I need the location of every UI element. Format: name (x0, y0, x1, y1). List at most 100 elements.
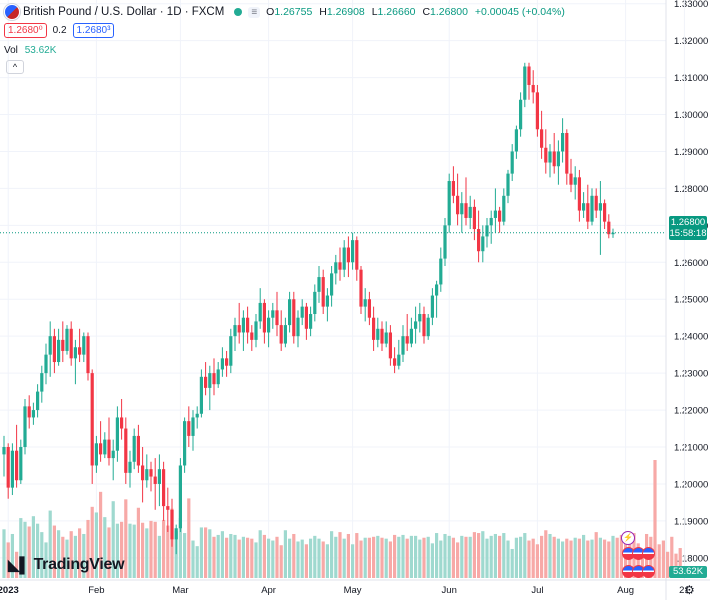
bar-countdown: 15:58:18 (669, 228, 707, 239)
y-tick-label: 1.19000 (674, 516, 708, 527)
candle-body (401, 336, 405, 355)
volume-bar (162, 519, 166, 578)
candle-body (111, 450, 115, 459)
candle-body (477, 229, 481, 252)
volume-bar (132, 524, 136, 578)
volume-bar (540, 535, 544, 578)
volume-bar (153, 521, 157, 578)
y-tick-label: 1.26000 (674, 258, 708, 269)
y-tick-label: 1.32000 (674, 36, 708, 47)
legend-menu-icon[interactable]: ≡ (248, 6, 261, 18)
candle-body (241, 317, 245, 333)
volume-bar (107, 527, 111, 578)
candle-body (456, 195, 460, 215)
volume-bar (65, 539, 69, 578)
events-flags-row-1[interactable] (622, 547, 655, 560)
volume-bar (552, 536, 556, 578)
volume-bar (363, 537, 367, 578)
volume-bar (199, 527, 203, 578)
y-tick-label: 1.31000 (674, 73, 708, 84)
volume-bar (124, 499, 128, 578)
candle-body (384, 332, 388, 344)
volume-bar (212, 536, 216, 578)
candle-body (170, 509, 174, 540)
volume-bar (267, 538, 271, 578)
volume-bar (619, 534, 623, 578)
volume-bar (502, 533, 506, 578)
sell-button[interactable]: 1.2680⁰ (4, 23, 47, 38)
volume-bar (317, 538, 321, 578)
volume-bar (309, 538, 313, 578)
volume-bar (409, 535, 413, 578)
candle-body (372, 317, 376, 340)
candle-body (250, 332, 254, 340)
y-tick-label: 1.21000 (674, 443, 708, 454)
candle-body (271, 310, 275, 318)
volume-bar (44, 542, 48, 578)
y-tick-label: 1.18000 (674, 553, 708, 564)
y-tick-label: 1.29000 (674, 147, 708, 158)
volume-bar (573, 537, 577, 578)
event-flag-icon[interactable] (642, 547, 655, 560)
settings-gear-icon[interactable]: ⚙ (684, 583, 695, 597)
candle-body (174, 528, 178, 540)
candle-body (519, 99, 523, 130)
volume-bar (191, 540, 195, 578)
candle-body (31, 410, 35, 418)
volume-bar (439, 540, 443, 578)
volume-bar (288, 538, 292, 578)
candle-body (44, 354, 48, 374)
buy-button[interactable]: 1.2680³ (72, 23, 115, 38)
candle-body (233, 325, 237, 337)
candle-body (565, 132, 569, 174)
volume-bar (342, 538, 346, 578)
event-flag-icon[interactable] (642, 565, 655, 578)
volume-bar (258, 530, 262, 578)
volume-bar (241, 536, 245, 578)
volume-bar (250, 538, 254, 578)
last-price-label: 1.26800 15:58:18 (669, 216, 707, 240)
volume-bar (426, 536, 430, 578)
volume-bar (556, 538, 560, 578)
symbol-title[interactable]: British Pound / U.S. Dollar · 1D · FXCM (23, 6, 225, 18)
volume-bar (489, 535, 493, 578)
candle-body (338, 262, 342, 270)
volume-bar (523, 533, 527, 578)
x-tick-label: Feb (88, 585, 104, 596)
volume-bar (477, 533, 481, 578)
candle-body (393, 358, 397, 366)
open-value: 1.26755 (274, 6, 313, 18)
volume-bar (367, 537, 371, 578)
volume-bar (325, 544, 329, 578)
volume-bar (216, 534, 220, 578)
volume-bar (384, 538, 388, 578)
candle-body (435, 284, 439, 296)
volume-bar (229, 533, 233, 578)
volume-bar (359, 540, 363, 578)
volume-bar (397, 536, 401, 578)
indicator-lightning-icon[interactable]: ⚡ (621, 531, 635, 545)
collapse-legend-button[interactable]: ^ (6, 60, 24, 74)
candle-body (363, 299, 367, 307)
candle-body (586, 203, 590, 222)
volume-bar (611, 535, 615, 578)
volume-bar (586, 540, 590, 578)
volume-bar (271, 540, 275, 578)
events-flags-row-2[interactable] (622, 565, 655, 578)
candle-body (451, 181, 455, 196)
volume-bar (569, 540, 573, 578)
y-tick-label: 1.22000 (674, 406, 708, 417)
candle-body (283, 325, 287, 344)
volume-bar (204, 527, 208, 578)
candle-body (220, 358, 224, 370)
candle-body (367, 299, 371, 318)
candle-body (99, 443, 103, 455)
candle-body (535, 92, 539, 130)
volume-bar (149, 520, 153, 578)
candle-body (2, 447, 6, 455)
volume-bar (485, 538, 489, 578)
candle-body (6, 447, 10, 488)
volume-bar (69, 531, 73, 578)
volume-bar (90, 506, 94, 578)
